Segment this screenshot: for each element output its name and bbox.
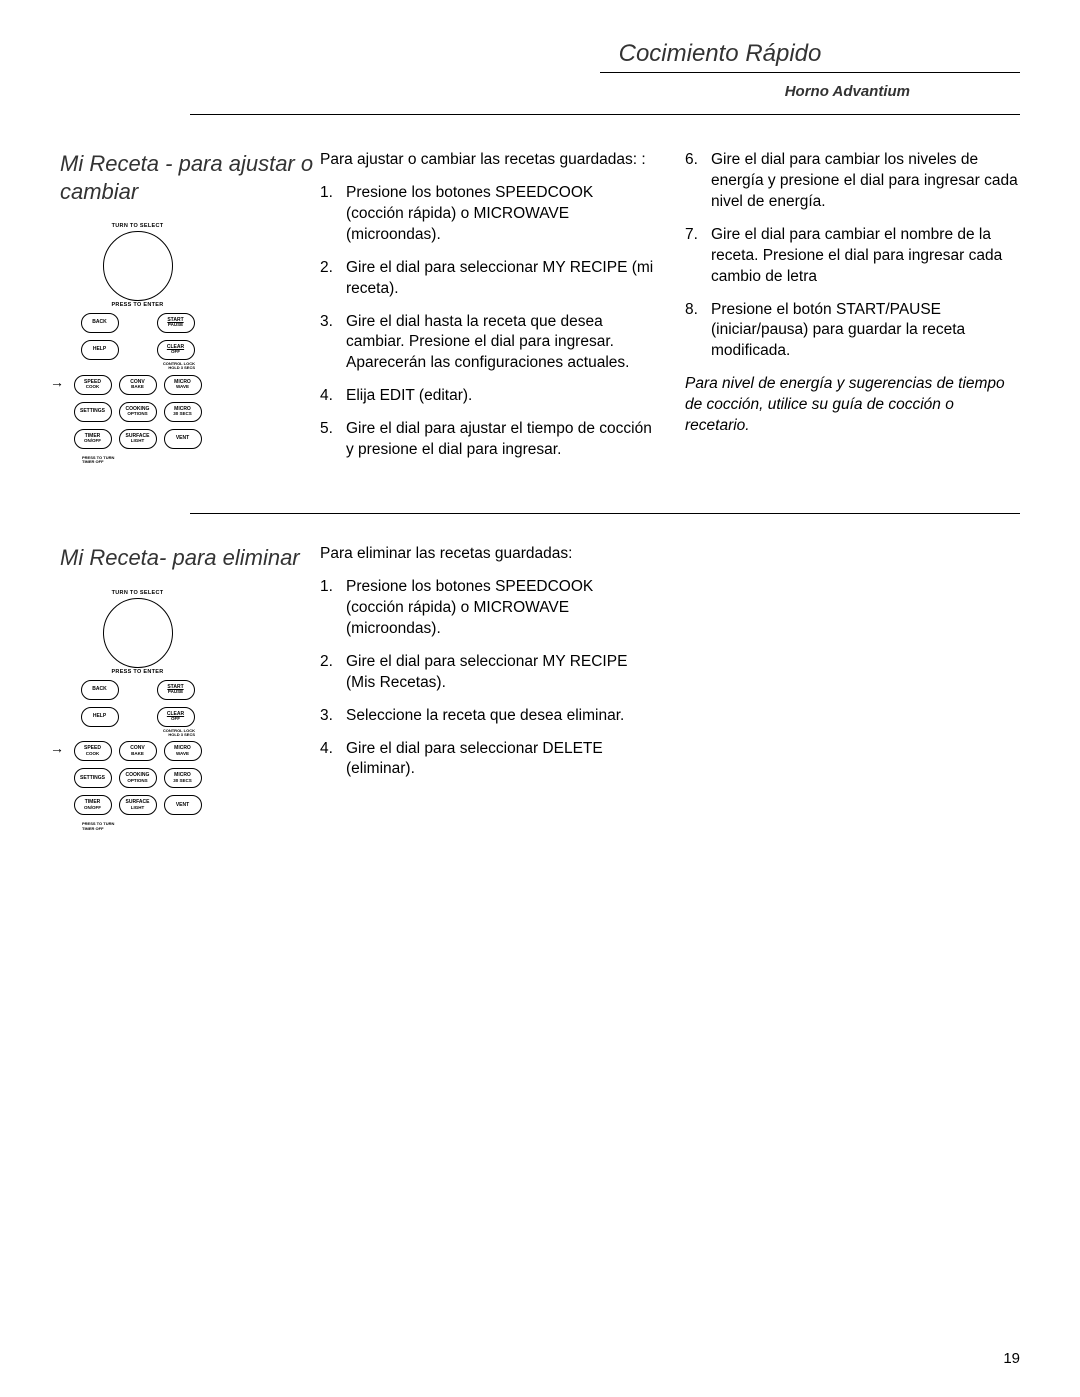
dial-bottom-label: PRESS TO ENTER — [97, 302, 179, 308]
clear-off-button: CLEAROFF — [157, 340, 195, 360]
sidebar-2: Mi Receta- para eliminar TURN TO SELECT … — [60, 544, 320, 831]
control-panel-diagram-1: TURN TO SELECT PRESS TO ENTER BACK START… — [60, 225, 215, 465]
button-row-3: → SPEEDCOOK CONVBAKE MICROWAVE — [60, 741, 215, 761]
vent-button: VENT — [164, 429, 202, 449]
settings-button: SETTINGS — [74, 402, 112, 422]
back-button: BACK — [81, 313, 119, 333]
microwave-button: MICROWAVE — [164, 375, 202, 395]
dial: TURN TO SELECT PRESS TO ENTER — [97, 225, 179, 307]
step-5: Gire el dial para ajustar el tiempo de c… — [320, 419, 655, 461]
button-row-4: SETTINGS COOKINGOPTIONS MICRO30 SECS — [60, 768, 215, 788]
surface-light-button: SURFACELIGHT — [119, 429, 157, 449]
steps-1-5: Presione los botones SPEEDCOOK (cocción … — [320, 183, 655, 461]
steps-6-8: Gire el dial para cambiar los niveles de… — [685, 150, 1020, 362]
intro-1: Para ajustar o cambiar las recetas guard… — [320, 150, 655, 171]
content-1: Para ajustar o cambiar las recetas guard… — [320, 150, 1020, 473]
step-4: Elija EDIT (editar). — [320, 386, 655, 407]
page-title: Cocimiento Rápido — [190, 40, 1020, 68]
surface-light-button: SURFACELIGHT — [119, 795, 157, 815]
dstep-3: Seleccione la receta que desea eliminar. — [320, 706, 655, 727]
arrow-icon: → — [50, 375, 64, 389]
timer-off-label: PRESS TO TURNTIMER OFF — [82, 456, 215, 465]
content-2: Para eliminar las recetas guardadas: Pre… — [320, 544, 1020, 831]
control-lock-label: CONTROL LOCKHOLD 3 SECS — [60, 729, 195, 738]
dial-circle — [103, 598, 173, 668]
timer-button: TIMERON/OFF — [74, 795, 112, 815]
control-lock-label: CONTROL LOCKHOLD 3 SECS — [60, 362, 195, 371]
speed-cook-button: SPEEDCOOK — [74, 741, 112, 761]
button-row-2: HELP CLEAROFF — [60, 707, 215, 727]
back-button: BACK — [81, 680, 119, 700]
start-pause-button: STARTPAUSE — [157, 680, 195, 700]
dial-top-label: TURN TO SELECT — [97, 590, 179, 596]
button-row-2: HELP CLEAROFF — [60, 340, 215, 360]
cooking-options-button: COOKINGOPTIONS — [119, 768, 157, 788]
help-button: HELP — [81, 340, 119, 360]
col-2-left: Para eliminar las recetas guardadas: Pre… — [320, 544, 655, 831]
button-row-3: → SPEEDCOOK CONVBAKE MICROWAVE — [60, 375, 215, 395]
section-divider — [190, 513, 1020, 514]
micro-30-button: MICRO30 SECS — [164, 768, 202, 788]
section-heading-2: Mi Receta- para eliminar — [60, 544, 320, 572]
steps-delete: Presione los botones SPEEDCOOK (cocción … — [320, 577, 655, 780]
page-header: Cocimiento Rápido Horno Advantium — [190, 40, 1020, 120]
step-6: Gire el dial para cambiar los niveles de… — [685, 150, 1020, 213]
dstep-1: Presione los botones SPEEDCOOK (cocción … — [320, 577, 655, 640]
dial-circle — [103, 231, 173, 301]
product-name: Horno Advantium — [190, 83, 1020, 100]
microwave-button: MICROWAVE — [164, 741, 202, 761]
conv-bake-button: CONVBAKE — [119, 741, 157, 761]
start-pause-button: STARTPAUSE — [157, 313, 195, 333]
button-row-5: TIMERON/OFF SURFACELIGHT VENT — [60, 795, 215, 815]
button-row-1: BACK STARTPAUSE — [60, 680, 215, 700]
conv-bake-button: CONVBAKE — [119, 375, 157, 395]
cooking-options-button: COOKINGOPTIONS — [119, 402, 157, 422]
settings-button: SETTINGS — [74, 768, 112, 788]
note-1: Para nivel de energía y sugerencias de t… — [685, 374, 1020, 437]
dstep-2: Gire el dial para seleccionar MY RECIPE … — [320, 652, 655, 694]
arrow-icon: → — [50, 741, 64, 755]
intro-2: Para eliminar las recetas guardadas: — [320, 544, 655, 565]
timer-button: TIMERON/OFF — [74, 429, 112, 449]
step-3: Gire el dial hasta la receta que desea c… — [320, 312, 655, 375]
step-1: Presione los botones SPEEDCOOK (cocción … — [320, 183, 655, 246]
title-rule — [600, 72, 1020, 73]
section-heading-1: Mi Receta - para ajustar o cambiar — [60, 150, 320, 205]
section-adjust: Mi Receta - para ajustar o cambiar TURN … — [60, 150, 1020, 473]
dial: TURN TO SELECT PRESS TO ENTER — [97, 592, 179, 674]
section-delete: Mi Receta- para eliminar TURN TO SELECT … — [60, 544, 1020, 831]
step-7: Gire el dial para cambiar el nombre de l… — [685, 225, 1020, 288]
col-1-left: Para ajustar o cambiar las recetas guard… — [320, 150, 655, 473]
step-8: Presione el botón START/PAUSE (iniciar/p… — [685, 300, 1020, 363]
col-2-right — [685, 544, 1020, 831]
speed-cook-button: SPEEDCOOK — [74, 375, 112, 395]
col-1-right: Gire el dial para cambiar los niveles de… — [685, 150, 1020, 473]
dial-bottom-label: PRESS TO ENTER — [97, 669, 179, 675]
control-panel-diagram-2: TURN TO SELECT PRESS TO ENTER BACK START… — [60, 592, 215, 832]
dial-top-label: TURN TO SELECT — [97, 223, 179, 229]
timer-off-label: PRESS TO TURNTIMER OFF — [82, 822, 215, 831]
button-row-5: TIMERON/OFF SURFACELIGHT VENT — [60, 429, 215, 449]
micro-30-button: MICRO30 SECS — [164, 402, 202, 422]
help-button: HELP — [81, 707, 119, 727]
step-2: Gire el dial para seleccionar MY RECIPE … — [320, 258, 655, 300]
button-row-4: SETTINGS COOKINGOPTIONS MICRO30 SECS — [60, 402, 215, 422]
dstep-4: Gire el dial para seleccionar DELETE (el… — [320, 739, 655, 781]
header-rule — [190, 114, 1020, 115]
button-row-1: BACK STARTPAUSE — [60, 313, 215, 333]
clear-off-button: CLEAROFF — [157, 707, 195, 727]
page-number: 19 — [1003, 1350, 1020, 1367]
sidebar-1: Mi Receta - para ajustar o cambiar TURN … — [60, 150, 320, 473]
vent-button: VENT — [164, 795, 202, 815]
